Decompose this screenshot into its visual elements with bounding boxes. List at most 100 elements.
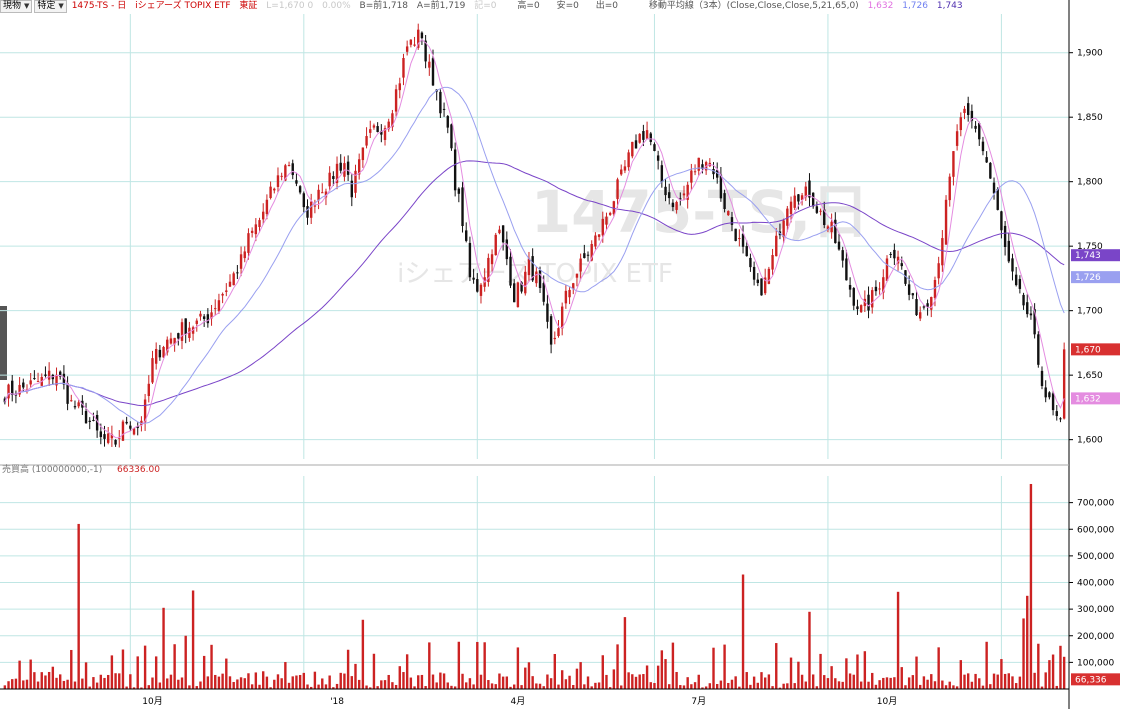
chart-header: 現物 ▼ 特定 ▼ 1475-TS - 日 iシェアーズ TOPIX ETF 東証 L…	[0, 0, 1070, 13]
volume-bar	[852, 674, 855, 689]
candle-body	[44, 374, 47, 376]
volume-bar	[660, 650, 664, 689]
candle-body	[413, 44, 416, 46]
watermark-symbol: 1475-TS,日	[531, 178, 869, 246]
symbol-label: 1475-TS - 日	[71, 1, 127, 11]
candle-body	[719, 174, 723, 199]
volume-bar	[1029, 483, 1033, 689]
candle-body	[531, 256, 534, 281]
volume-bar	[512, 684, 516, 689]
candle-body	[752, 266, 756, 280]
candle-body	[121, 421, 125, 441]
volume-bar	[417, 675, 420, 689]
candle-body	[1062, 349, 1066, 419]
candle-body	[834, 219, 837, 244]
candle-body	[594, 235, 597, 247]
candle-body	[1007, 240, 1010, 262]
candle-body	[560, 306, 564, 329]
side-panel-toggle[interactable]	[0, 306, 7, 380]
volume-bar	[92, 677, 95, 689]
volume-bar	[354, 663, 357, 689]
volume-bar	[265, 676, 269, 689]
volume-bar	[254, 672, 258, 689]
volume-bar	[424, 686, 427, 689]
volume-bar	[490, 683, 494, 689]
ma21-value: 1,726	[902, 1, 928, 11]
candle-body	[679, 198, 682, 200]
candle-body	[524, 271, 527, 294]
volume-bar	[258, 684, 261, 689]
candle-body	[557, 328, 560, 337]
volume-bar	[36, 681, 40, 689]
volume-bar	[476, 641, 479, 689]
candle-body	[258, 220, 261, 228]
candle-body	[1059, 418, 1062, 420]
volume-bar	[1026, 595, 1029, 689]
candle-body	[896, 256, 900, 264]
volume-bar	[645, 665, 649, 689]
volume-bar	[129, 674, 132, 689]
volume-bar	[845, 658, 848, 689]
volume-bar	[516, 647, 520, 689]
candle-body	[210, 312, 213, 319]
candle-body	[99, 431, 103, 438]
volume-bar	[214, 674, 217, 689]
candle-body	[494, 234, 497, 256]
candle-body	[1029, 313, 1033, 316]
volume-bar	[188, 685, 191, 689]
volume-bar	[1000, 659, 1003, 689]
candle-body	[118, 437, 121, 439]
volume-bar	[350, 676, 353, 689]
volume-bar	[435, 682, 438, 689]
volume-bar	[121, 649, 125, 689]
volume-bar	[494, 684, 497, 689]
ma5-price-tag: 1,632	[1075, 394, 1101, 404]
candle-body	[572, 283, 575, 290]
volume-bar	[509, 686, 512, 689]
tax-type-dropdown[interactable]: 特定 ▼	[34, 0, 67, 13]
candle-body	[1011, 258, 1014, 272]
candle-body	[250, 230, 254, 233]
candle-body	[542, 283, 545, 302]
volume-bar	[409, 677, 413, 689]
volume-bar	[114, 673, 117, 689]
volume-bar	[1059, 645, 1062, 689]
candle-body	[546, 303, 549, 322]
candle-body	[298, 186, 302, 193]
candle-body	[321, 192, 324, 194]
volume-bar	[786, 683, 789, 689]
volume-bar	[937, 647, 940, 689]
market-label: 東証	[239, 1, 258, 11]
candle-body	[232, 273, 235, 286]
volume-bar	[1048, 660, 1051, 689]
candle-body	[553, 337, 557, 340]
candle-body	[457, 188, 461, 194]
volume-bar	[837, 681, 841, 689]
volume-bar	[686, 677, 689, 689]
volume-bar	[95, 682, 99, 689]
candle-body	[236, 272, 239, 274]
candle-body	[970, 110, 974, 121]
candle-body	[823, 209, 826, 226]
candle-body	[907, 284, 911, 295]
candle-body	[535, 271, 538, 284]
account-type-dropdown[interactable]: 現物 ▼	[0, 0, 33, 13]
volume-bar	[763, 677, 767, 689]
volume-bar	[51, 666, 55, 689]
volume-bar	[298, 674, 302, 689]
candle-body	[693, 171, 697, 173]
volume-bar	[398, 666, 401, 689]
volume-bar	[538, 683, 542, 689]
candle-body	[512, 283, 516, 303]
chevron-down-icon: ▼	[58, 2, 64, 10]
candle-body	[62, 373, 66, 385]
candle-body	[243, 251, 246, 259]
volume-bar	[199, 681, 202, 689]
volume-bar	[871, 672, 874, 689]
ma5-price-tag-bg	[1071, 392, 1120, 405]
volume-bar	[442, 673, 446, 689]
candle-body	[166, 339, 169, 353]
candle-body	[387, 121, 390, 130]
volume-bar	[797, 661, 800, 689]
